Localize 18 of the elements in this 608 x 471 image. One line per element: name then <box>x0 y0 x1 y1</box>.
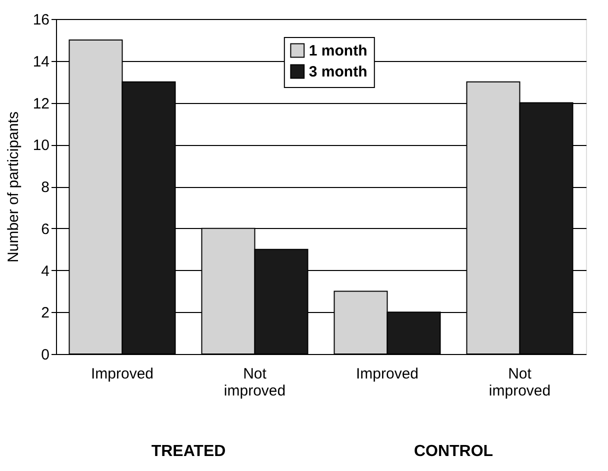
y-tick-label: 12 <box>32 95 50 112</box>
y-tick-label: 14 <box>32 53 50 70</box>
y-tick-label: 6 <box>41 220 50 238</box>
y-tick-label: 2 <box>41 304 50 322</box>
text: TREATED <box>151 443 226 460</box>
y-tick-label: 8 <box>41 179 50 196</box>
x-tick-label: Not improved <box>488 366 551 400</box>
x-tick-label: Not improved <box>224 366 286 400</box>
x-tick-label: Improved <box>90 366 154 382</box>
y-tick-label: 4 <box>41 262 50 280</box>
x-tick-label: Improved <box>356 366 419 382</box>
legend-label: 1 month <box>308 42 368 60</box>
y-tick-label: 16 <box>32 12 50 28</box>
y-tick-label: 0 <box>41 346 50 364</box>
y-tick-label: 10 <box>32 137 50 154</box>
legend-label: 3 month <box>308 64 368 80</box>
text: CONTROL <box>414 443 494 460</box>
y-axis-title: Number of participants <box>4 112 22 262</box>
